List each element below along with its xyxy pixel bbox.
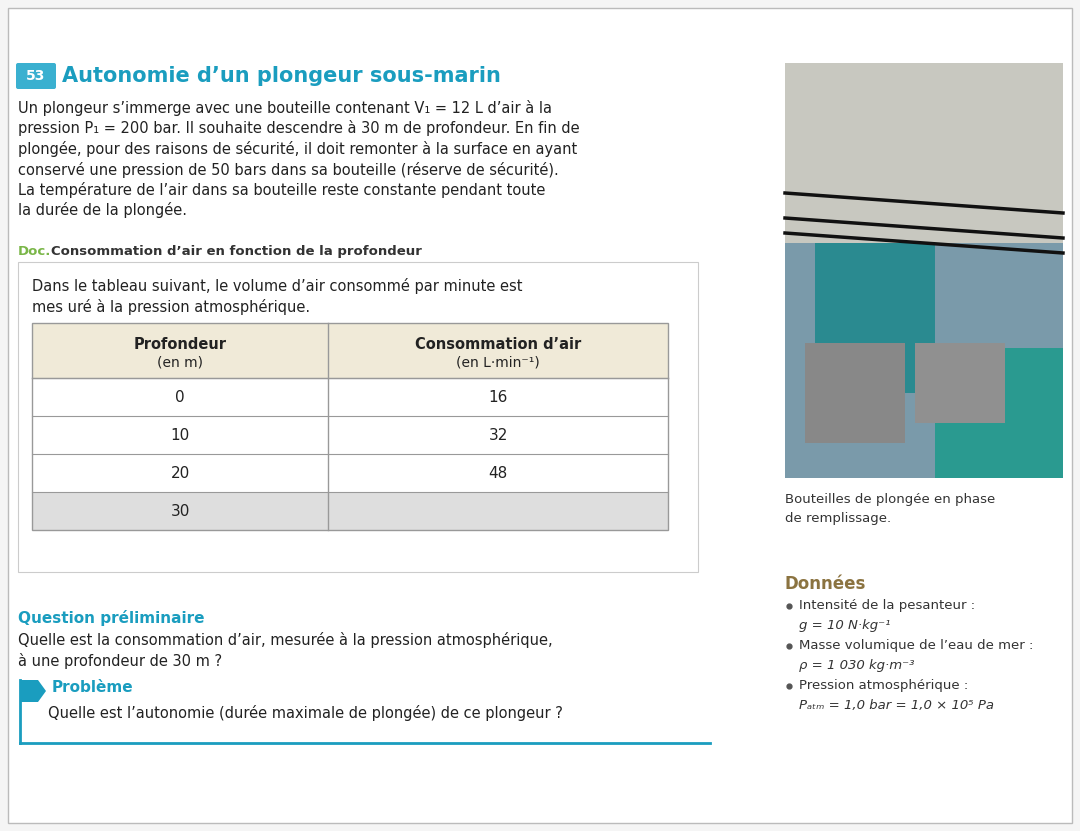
Text: plongée, pour des raisons de sécurité, il doit remonter à la surface en ayant: plongée, pour des raisons de sécurité, i… (18, 141, 577, 157)
Text: 16: 16 (488, 390, 508, 405)
Polygon shape (21, 680, 46, 702)
Text: 20: 20 (171, 465, 190, 480)
Bar (935, 348, 1063, 478)
Text: Profondeur: Profondeur (134, 337, 227, 352)
Text: Quelle est la consommation d’air, mesurée à la pression atmosphérique,: Quelle est la consommation d’air, mesuré… (18, 632, 553, 648)
Text: 30: 30 (171, 504, 190, 519)
Text: La température de l’air dans sa bouteille reste constante pendant toute: La température de l’air dans sa bouteill… (18, 182, 545, 198)
Text: 0: 0 (175, 390, 185, 405)
Text: Dans le tableau suivant, le volume d’air consommé par minute est: Dans le tableau suivant, le volume d’air… (32, 278, 523, 294)
Bar (815, 243, 935, 393)
Bar (18, 262, 698, 572)
Text: ρ = 1 030 kg·m⁻³: ρ = 1 030 kg·m⁻³ (799, 659, 915, 672)
Text: Autonomie d’un plongeur sous-marin: Autonomie d’un plongeur sous-marin (62, 66, 501, 86)
Text: 48: 48 (488, 465, 508, 480)
Bar (785, 63, 1063, 478)
Text: Consommation d’air en fonction de la profondeur: Consommation d’air en fonction de la pro… (51, 245, 422, 258)
Text: Bouteilles de plongée en phase: Bouteilles de plongée en phase (785, 493, 996, 506)
Bar (32, 323, 669, 378)
Text: 53: 53 (26, 69, 45, 83)
Text: Question préliminaire: Question préliminaire (18, 610, 204, 626)
Bar (32, 323, 669, 530)
Text: Consommation d’air: Consommation d’air (415, 337, 581, 352)
Text: Doc.: Doc. (18, 245, 52, 258)
Bar (915, 343, 1005, 423)
Text: (en m): (en m) (157, 355, 203, 369)
Bar (32, 492, 669, 530)
Text: conservé une pression de 50 bars dans sa bouteille (réserve de sécurité).: conservé une pression de 50 bars dans sa… (18, 161, 558, 178)
FancyBboxPatch shape (16, 63, 56, 89)
Text: Pression atmosphérique :: Pression atmosphérique : (799, 679, 969, 692)
Text: Données: Données (785, 575, 866, 593)
Text: pression P₁ = 200 bar. Il souhaite descendre à 30 m de profondeur. En fin de: pression P₁ = 200 bar. Il souhaite desce… (18, 120, 580, 136)
Text: (en L·min⁻¹): (en L·min⁻¹) (456, 355, 540, 369)
Text: à une profondeur de 30 m ?: à une profondeur de 30 m ? (18, 653, 222, 669)
Text: 32: 32 (488, 427, 508, 442)
Text: Quelle est l’autonomie (durée maximale de plongée) de ce plongeur ?: Quelle est l’autonomie (durée maximale d… (48, 705, 563, 721)
Text: Intensité de la pesanteur :: Intensité de la pesanteur : (799, 599, 975, 612)
Text: de remplissage.: de remplissage. (785, 512, 891, 525)
Bar (785, 63, 1063, 243)
Text: mes uré à la pression atmosphérique.: mes uré à la pression atmosphérique. (32, 299, 310, 315)
Text: Un plongeur s’immerge avec une bouteille contenant V₁ = 12 L d’air à la: Un plongeur s’immerge avec une bouteille… (18, 100, 552, 116)
Bar (805, 343, 905, 443)
Text: Masse volumique de l’eau de mer :: Masse volumique de l’eau de mer : (799, 639, 1034, 652)
Text: 10: 10 (171, 427, 190, 442)
Text: la durée de la plongée.: la durée de la plongée. (18, 203, 187, 219)
Text: Pₐₜₘ = 1,0 bar = 1,0 × 10⁵ Pa: Pₐₜₘ = 1,0 bar = 1,0 × 10⁵ Pa (799, 699, 994, 712)
Text: Problème: Problème (52, 680, 134, 695)
Text: g = 10 N·kg⁻¹: g = 10 N·kg⁻¹ (799, 619, 891, 632)
